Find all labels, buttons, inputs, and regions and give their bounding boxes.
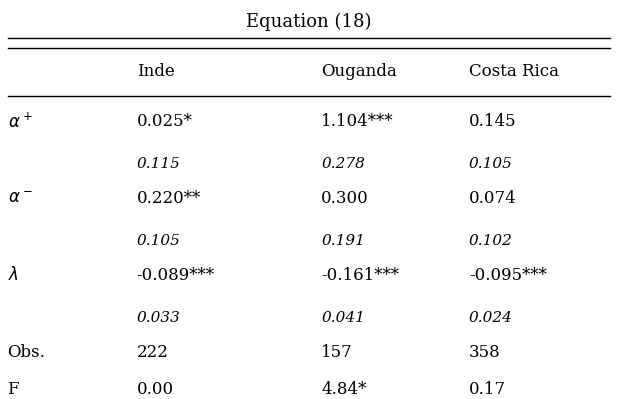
Text: 0.220**: 0.220** (137, 190, 201, 207)
Text: -0.089***: -0.089*** (137, 267, 214, 284)
Text: 0.145: 0.145 (469, 113, 517, 130)
Text: 1.104***: 1.104*** (321, 113, 394, 130)
Text: 4.84*: 4.84* (321, 381, 366, 397)
Text: Ouganda: Ouganda (321, 63, 397, 80)
Text: 0.115: 0.115 (137, 157, 180, 171)
Text: 358: 358 (469, 344, 501, 361)
Text: 0.300: 0.300 (321, 190, 369, 207)
Text: $\alpha^+$: $\alpha^+$ (7, 112, 32, 131)
Text: 0.074: 0.074 (469, 190, 517, 207)
Text: 222: 222 (137, 344, 169, 361)
Text: F: F (7, 381, 19, 397)
Text: Equation (18): Equation (18) (246, 13, 372, 31)
Text: 0.105: 0.105 (137, 234, 180, 248)
Text: Costa Rica: Costa Rica (469, 63, 559, 80)
Text: $\alpha^-$: $\alpha^-$ (7, 190, 32, 207)
Text: 0.191: 0.191 (321, 234, 365, 248)
Text: 0.025*: 0.025* (137, 113, 193, 130)
Text: 0.278: 0.278 (321, 157, 365, 171)
Text: Inde: Inde (137, 63, 174, 80)
Text: 0.00: 0.00 (137, 381, 174, 397)
Text: 0.102: 0.102 (469, 234, 513, 248)
Text: 157: 157 (321, 344, 353, 361)
Text: $\lambda$: $\lambda$ (7, 267, 19, 284)
Text: 0.024: 0.024 (469, 311, 513, 325)
Text: 0.033: 0.033 (137, 311, 180, 325)
Text: 0.041: 0.041 (321, 311, 365, 325)
Text: -0.095***: -0.095*** (469, 267, 547, 284)
Text: -0.161***: -0.161*** (321, 267, 399, 284)
Text: Obs.: Obs. (7, 344, 45, 361)
Text: 0.17: 0.17 (469, 381, 506, 397)
Text: 0.105: 0.105 (469, 157, 513, 171)
